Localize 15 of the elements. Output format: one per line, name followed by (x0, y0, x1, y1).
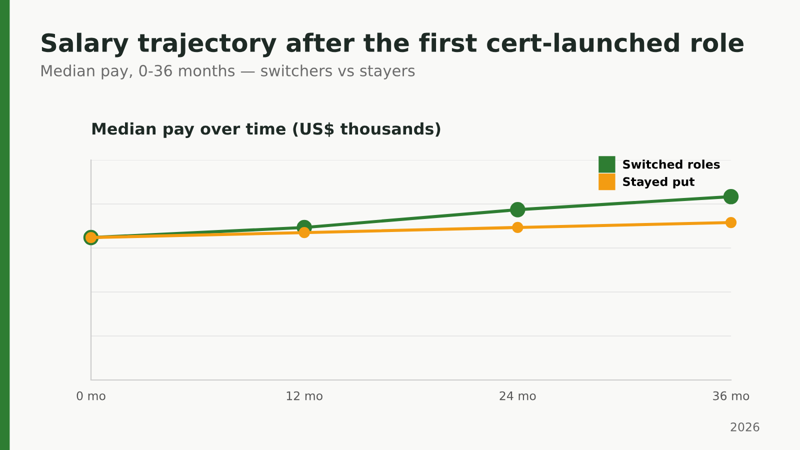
legend-label: Stayed put (623, 176, 695, 188)
point (510, 202, 526, 218)
chart-title: Salary trajectory after the first cert-launched role (42, 32, 744, 58)
x-tick-label: 24 mo (500, 391, 536, 400)
legend-label: Switched roles (623, 160, 720, 169)
point (725, 216, 737, 228)
text: 2026 (730, 422, 760, 432)
text: Median pay over time (US$ thousands) (92, 122, 440, 138)
point (298, 227, 310, 238)
x-tick-label: 12 mo (286, 391, 322, 400)
point (512, 222, 524, 234)
x-tick-label: 36 mo (713, 391, 750, 400)
point (723, 189, 739, 204)
x-tick-label: 0 mo (76, 391, 106, 400)
chart-subtitle: Median pay, 0-36 months — switchers vs stayers (42, 64, 415, 80)
